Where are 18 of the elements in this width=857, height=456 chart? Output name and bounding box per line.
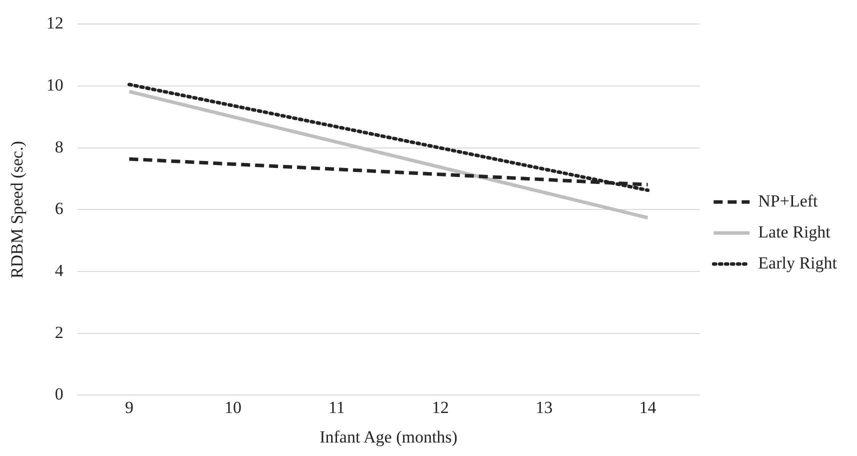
y-tick-label: 6 <box>54 199 64 218</box>
legend-label: Early Right <box>758 253 838 272</box>
y-tick-label: 10 <box>46 76 64 94</box>
y-tick-label: 2 <box>54 322 64 342</box>
x-tick-label: 12 <box>432 398 449 417</box>
y-tick-label: 8 <box>54 137 64 156</box>
x-axis-title: Infant Age (months) <box>320 427 458 446</box>
x-tick-label: 13 <box>536 398 553 417</box>
y-tick-label: 0 <box>54 384 64 404</box>
y-tick-label: 12 <box>46 14 64 33</box>
legend-label: NP+Left <box>758 191 818 210</box>
x-tick-label: 10 <box>224 398 242 417</box>
y-axis-title: RDBM Speed (sec.) <box>8 140 27 278</box>
x-tick-label: 14 <box>639 398 657 417</box>
x-tick-label: 9 <box>125 398 134 417</box>
x-tick-label: 11 <box>328 398 345 417</box>
y-tick-label: 4 <box>54 261 64 280</box>
legend-label: Late Right <box>758 222 831 242</box>
